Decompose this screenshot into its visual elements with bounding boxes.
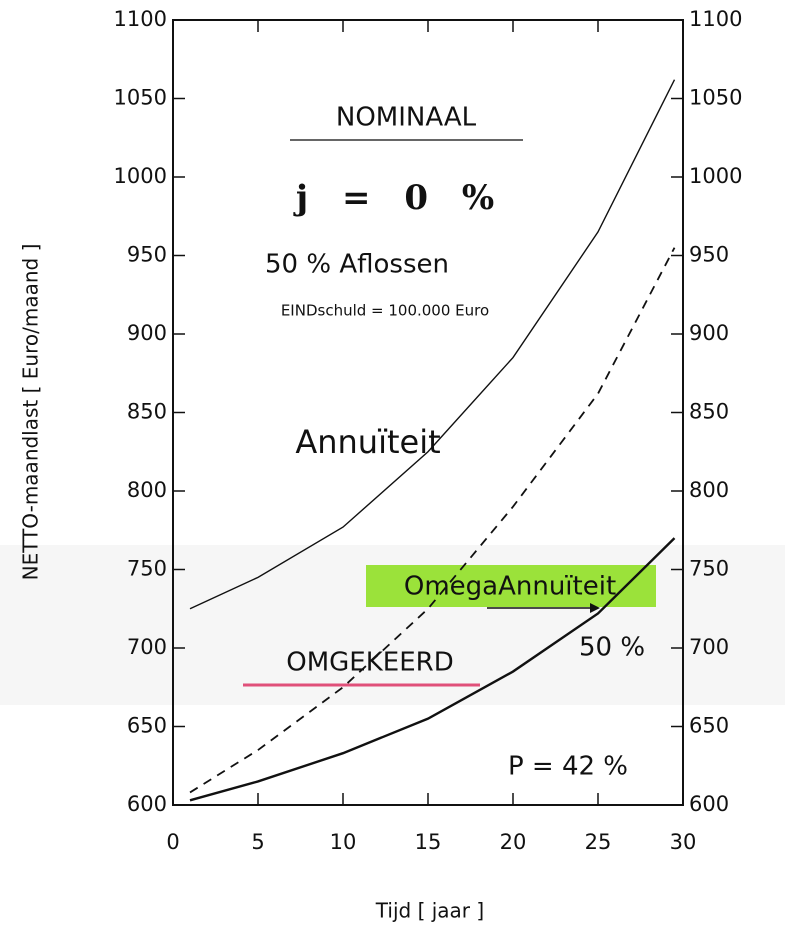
x-tick-label: 20 bbox=[500, 830, 527, 854]
annotation: EINDschuld = 100.000 Euro bbox=[281, 302, 489, 320]
x-tick-label: 5 bbox=[251, 830, 264, 854]
arrow-head bbox=[590, 603, 600, 613]
y2-tick-label: 750 bbox=[689, 557, 729, 581]
x-axis-label: Tijd [ jaar ] bbox=[375, 899, 484, 923]
line-series bbox=[189, 247, 676, 794]
annotation: j = 0 % bbox=[293, 178, 494, 218]
y2-tick-label: 650 bbox=[689, 714, 729, 738]
annotation: OMGEKEERD bbox=[286, 648, 453, 678]
y-tick-label: 1000 bbox=[114, 164, 167, 188]
annotation: NOMINAAL bbox=[336, 103, 477, 133]
annotation: 50 % Aflossen bbox=[265, 250, 449, 280]
x-tick-label: 10 bbox=[330, 830, 357, 854]
y-tick-label: 850 bbox=[127, 400, 167, 424]
y-tick-label: 1100 bbox=[114, 7, 167, 31]
line-series bbox=[189, 537, 676, 802]
y-axis-label: NETTO-maandlast [ Euro/maand ] bbox=[19, 244, 43, 581]
line-series bbox=[189, 79, 676, 610]
y2-tick-label: 1100 bbox=[689, 7, 742, 31]
x-tick-label: 0 bbox=[166, 830, 179, 854]
y2-tick-label: 850 bbox=[689, 400, 729, 424]
y2-tick-label: 700 bbox=[689, 635, 729, 659]
y-tick-label: 700 bbox=[127, 635, 167, 659]
y2-tick-label: 1000 bbox=[689, 164, 742, 188]
annotation: Annuïteit bbox=[295, 423, 440, 461]
x-tick-label: 15 bbox=[415, 830, 442, 854]
y-tick-label: 750 bbox=[127, 557, 167, 581]
y-tick-label: 650 bbox=[127, 714, 167, 738]
y2-tick-label: 800 bbox=[689, 478, 729, 502]
annotation: 50 % bbox=[579, 633, 645, 663]
y-tick-label: 800 bbox=[127, 478, 167, 502]
y-tick-label: 950 bbox=[127, 243, 167, 267]
y2-tick-label: 900 bbox=[689, 321, 729, 345]
y2-tick-label: 600 bbox=[689, 792, 729, 816]
y-tick-label: 1050 bbox=[114, 86, 167, 110]
y-tick-label: 600 bbox=[127, 792, 167, 816]
annotation: P = 42 % bbox=[508, 752, 628, 782]
y2-tick-label: 1050 bbox=[689, 86, 742, 110]
y-tick-label: 900 bbox=[127, 321, 167, 345]
x-tick-label: 30 bbox=[670, 830, 697, 854]
annotation: OmegaAnnuïteit bbox=[404, 572, 616, 602]
highlight bbox=[366, 565, 656, 607]
y2-tick-label: 950 bbox=[689, 243, 729, 267]
x-tick-label: 25 bbox=[585, 830, 612, 854]
